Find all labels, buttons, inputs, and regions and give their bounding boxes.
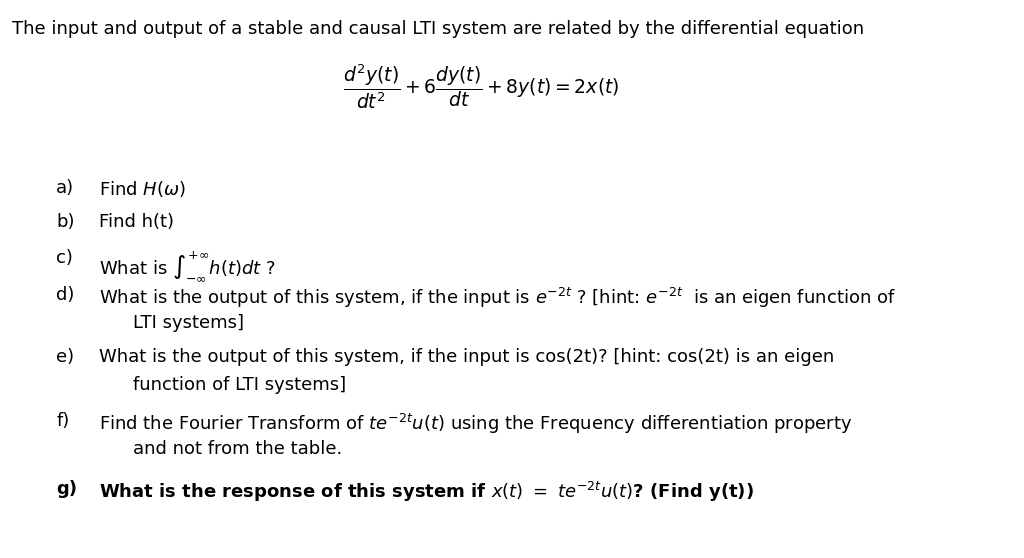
Text: What is the response of this system if $x(t)$ $=$ $te^{-2t}u(t)$? (Find y(t)): What is the response of this system if $…: [99, 480, 754, 504]
Text: Find h(t): Find h(t): [99, 213, 174, 231]
Text: Find $H(\omega)$: Find $H(\omega)$: [99, 179, 186, 199]
Text: a): a): [56, 179, 75, 196]
Text: The input and output of a stable and causal LTI system are related by the differ: The input and output of a stable and cau…: [12, 20, 864, 37]
Text: $\dfrac{d^2y(t)}{dt^2}+6\dfrac{dy(t)}{dt}+8y(t)=2x(t)$: $\dfrac{d^2y(t)}{dt^2}+6\dfrac{dy(t)}{dt…: [343, 62, 620, 111]
Text: and not from the table.: and not from the table.: [133, 440, 342, 458]
Text: f): f): [56, 412, 70, 430]
Text: What is the output of this system, if the input is cos(2t)? [hint: cos(2t) is an: What is the output of this system, if th…: [99, 348, 835, 366]
Text: c): c): [56, 249, 73, 267]
Text: g): g): [56, 480, 78, 498]
Text: function of LTI systems]: function of LTI systems]: [133, 376, 346, 394]
Text: e): e): [56, 348, 75, 366]
Text: LTI systems]: LTI systems]: [133, 314, 244, 331]
Text: What is $\int_{-\infty}^{+\infty} h(t)dt$ ?: What is $\int_{-\infty}^{+\infty} h(t)dt…: [99, 249, 276, 283]
Text: d): d): [56, 286, 75, 304]
Text: b): b): [56, 213, 75, 231]
Text: What is the output of this system, if the input is $e^{-2t}$ ? [hint: $e^{-2t}$ : What is the output of this system, if th…: [99, 286, 896, 310]
Text: Find the Fourier Transform of $te^{-2t}u(t)$ using the Frequency differentiation: Find the Fourier Transform of $te^{-2t}u…: [99, 412, 853, 436]
